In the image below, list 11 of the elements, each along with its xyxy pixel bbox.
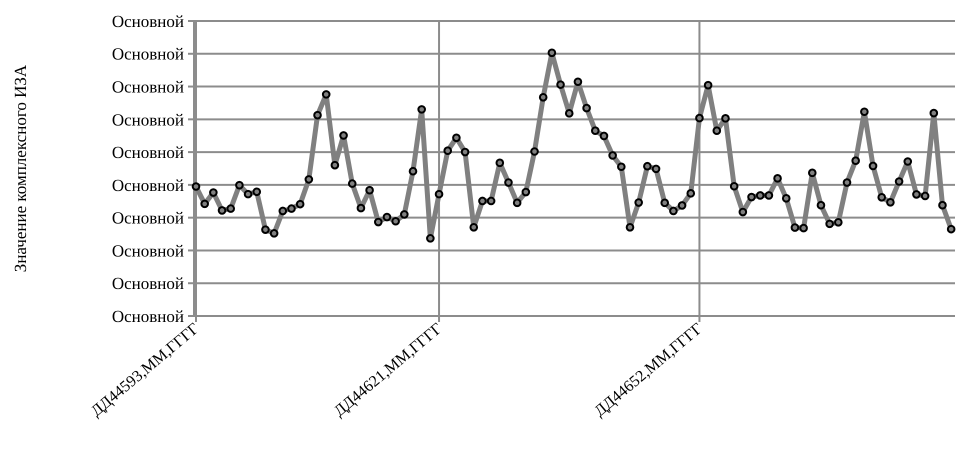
text: Основной [112,306,184,326]
text: Основной [112,143,184,162]
text: Основной [112,12,184,31]
text: Основной [112,110,184,130]
text: Основной [112,274,184,294]
y-axis-title: Значение комплексного ИЗА [11,64,30,272]
text: Основной [112,44,184,64]
text: Основной [112,241,184,260]
text: Основной [112,78,184,97]
text: Основной [112,208,184,228]
text: Основной [112,176,184,195]
